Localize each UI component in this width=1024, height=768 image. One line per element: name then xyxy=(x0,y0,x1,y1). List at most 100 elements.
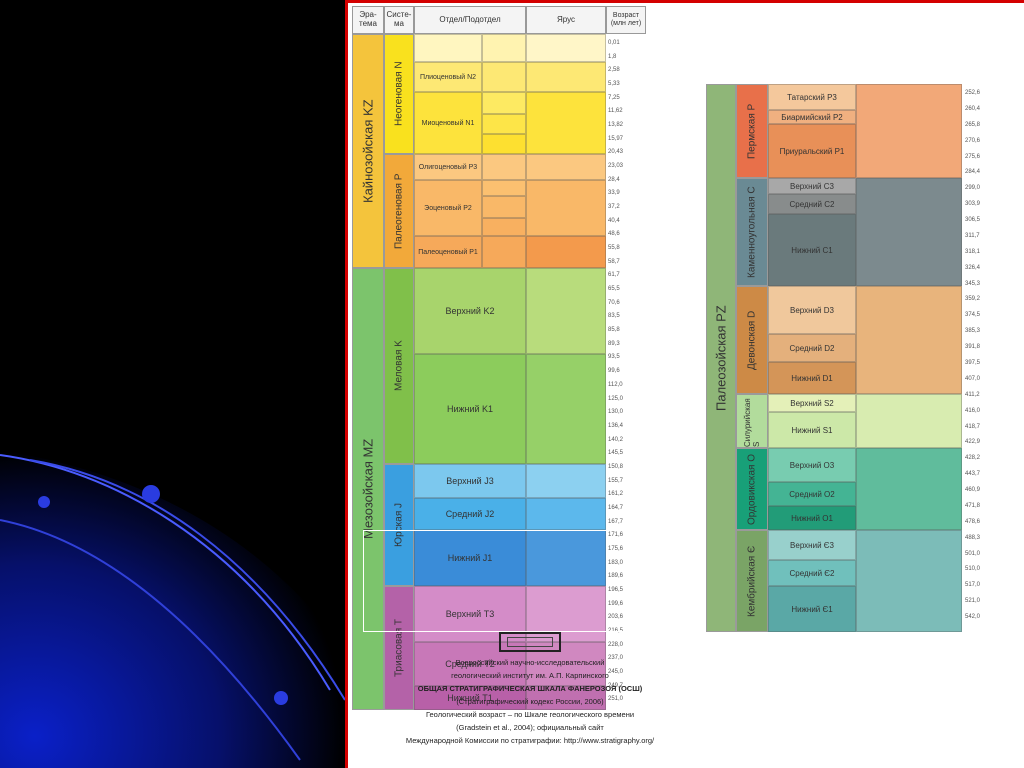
section-middle-triassic: Средний T2 xyxy=(414,642,526,686)
caption-line: Всероссийский научно-исследовательский xyxy=(455,658,605,667)
section-lower-cretaceous: Нижний K1 xyxy=(414,354,526,464)
stage-block xyxy=(526,236,606,268)
age-label: 245,0 xyxy=(608,668,624,675)
age-label: 428,2 xyxy=(965,455,981,462)
age-label: 411,2 xyxy=(965,391,980,398)
age-label: 199,6 xyxy=(608,600,624,607)
stage-block xyxy=(526,498,606,530)
subsection-block xyxy=(482,134,526,154)
system-devonian: Девонская D xyxy=(736,286,768,394)
age-label: 359,2 xyxy=(965,296,981,303)
age-label: 542,0 xyxy=(965,614,981,621)
dot-decoration xyxy=(38,496,50,508)
section-middle-ordovician: Средний O2 xyxy=(768,482,856,506)
age-label: 501,0 xyxy=(965,550,981,557)
age-label: 15,97 xyxy=(608,135,624,142)
section-biarmian: Биармийский P2 xyxy=(768,110,856,124)
stage-block xyxy=(856,448,962,530)
age-label: 93,5 xyxy=(608,354,620,361)
age-label: 299,0 xyxy=(965,185,981,192)
section-middle-cambrian: Средний Є2 xyxy=(768,560,856,586)
section-tatarian: Татарский P3 xyxy=(768,84,856,110)
section-lower-triassic: Нижний T1 xyxy=(414,686,526,710)
section-miocene: Миоценовый N1 xyxy=(414,92,482,154)
age-label: 249,7 xyxy=(608,682,624,689)
subsection-block xyxy=(482,236,526,268)
age-label: 7,25 xyxy=(608,94,620,101)
system-neogene: Неогеновая N xyxy=(384,34,414,154)
section-upper-carboniferous: Верхний C3 xyxy=(768,178,856,194)
top-border xyxy=(348,0,1024,3)
section-paleocene: Палеоценовый P1 xyxy=(414,236,482,268)
age-label: 418,7 xyxy=(965,423,981,430)
age-label: 55,8 xyxy=(608,245,620,252)
subsection-block xyxy=(482,114,526,134)
age-label: 228,0 xyxy=(608,641,624,648)
age-label: 48,6 xyxy=(608,231,620,238)
caption-title: ОБЩАЯ СТРАТИГРАФИЧЕСКАЯ ШКАЛА ФАНЕРОЗОЯ … xyxy=(417,684,643,693)
section-quaternary xyxy=(414,34,482,62)
stage-block xyxy=(526,92,606,154)
system-silurian: Силурийская S xyxy=(736,394,768,448)
section-upper-cretaceous: Верхний K2 xyxy=(414,268,526,354)
subsection-block xyxy=(482,196,526,218)
age-label: 13,82 xyxy=(608,122,624,129)
age-label: 155,7 xyxy=(608,477,624,484)
age-label: 517,0 xyxy=(965,582,981,589)
age-label: 460,9 xyxy=(965,487,981,494)
stage-block xyxy=(526,154,606,180)
age-label: 23,03 xyxy=(608,163,624,170)
source-caption: Всероссийский научно-исследовательский г… xyxy=(385,630,675,747)
stage-block xyxy=(856,84,962,178)
stage-block xyxy=(856,530,962,632)
stage-block xyxy=(526,642,606,686)
age-label: 61,7 xyxy=(608,272,620,279)
age-label: 306,5 xyxy=(965,217,981,224)
age-label: 422,9 xyxy=(965,439,981,446)
age-label: 521,0 xyxy=(965,598,981,605)
caption-link[interactable]: Международной Комиссии по стратиграфии: … xyxy=(405,736,655,745)
caption-line: (Стратиграфический кодекс России, 2006) xyxy=(456,697,604,706)
age-label: 407,0 xyxy=(965,375,981,382)
age-label: 275,6 xyxy=(965,153,981,160)
caption-line: геологический институт им. А.П. Карпинск… xyxy=(451,671,609,680)
age-label: 130,0 xyxy=(608,409,624,416)
age-label: 216,5 xyxy=(608,627,624,634)
age-label: 99,6 xyxy=(608,368,620,375)
stage-block xyxy=(526,62,606,92)
stage-block xyxy=(856,286,962,394)
age-label: 125,0 xyxy=(608,395,624,402)
age-label: 488,3 xyxy=(965,534,981,541)
system-paleogene: Палеогеновая P xyxy=(384,154,414,268)
stage-block xyxy=(526,268,606,354)
age-label: 443,7 xyxy=(965,471,981,478)
age-label: 284,4 xyxy=(965,169,981,176)
age-label: 58,7 xyxy=(608,258,620,265)
age-label: 40,4 xyxy=(608,217,620,224)
age-label: 471,8 xyxy=(965,502,981,509)
age-label: 89,3 xyxy=(608,340,620,347)
era-cenozoic: Кайнозойская KZ xyxy=(352,34,384,268)
system-ordovician: Ордовикская O xyxy=(736,448,768,530)
section-lower-devonian: Нижний D1 xyxy=(768,362,856,394)
age-label: 37,2 xyxy=(608,204,620,211)
cambrian-highlight-frame xyxy=(363,530,673,632)
caption-line: Геологический возраст – по Шкале геологи… xyxy=(425,710,635,719)
subsection-block xyxy=(482,92,526,114)
age-label: 189,6 xyxy=(608,573,624,580)
age-label: 112,0 xyxy=(608,381,623,388)
section-lower-silurian: Нижний S1 xyxy=(768,412,856,448)
stage-block xyxy=(526,530,606,586)
section-upper-cambrian: Верхний Є3 xyxy=(768,530,856,560)
age-label: 150,8 xyxy=(608,463,624,470)
stage-block xyxy=(526,354,606,464)
age-label: 161,2 xyxy=(608,491,624,498)
age-label: 196,5 xyxy=(608,586,624,593)
age-label: 85,8 xyxy=(608,327,620,334)
age-label: 33,9 xyxy=(608,190,620,197)
era-mesozoic: Мезозойская MZ xyxy=(352,268,384,710)
age-column-right: 252,6 260,4 265,8 270,6 275,6 284,4 299,0 303,9… xyxy=(965,90,1005,630)
age-label: 326,4 xyxy=(965,264,981,271)
section-middle-devonian: Средний D2 xyxy=(768,334,856,362)
section-eocene: Эоценовый P2 xyxy=(414,180,482,236)
